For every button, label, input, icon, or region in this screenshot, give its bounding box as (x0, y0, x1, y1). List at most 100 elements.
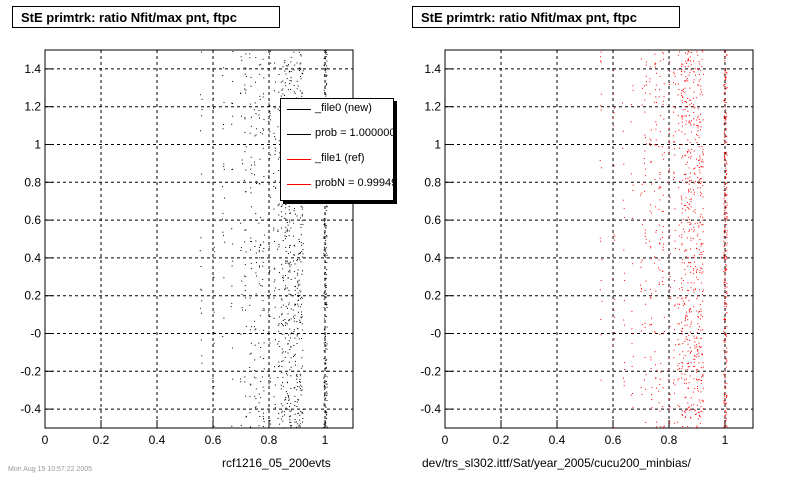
data-point (699, 401, 701, 403)
data-point (259, 315, 261, 317)
data-point (697, 125, 699, 127)
data-point (623, 272, 625, 274)
data-point (282, 376, 284, 378)
data-point (244, 376, 246, 378)
data-point (644, 190, 646, 192)
data-point (699, 347, 701, 349)
data-point (682, 88, 684, 90)
data-point (262, 309, 264, 311)
data-point (213, 311, 215, 313)
data-point (285, 397, 287, 399)
plot-title-left: StE primtrk: ratio Nfit/max pnt, ftpc (12, 6, 280, 28)
data-point (212, 377, 214, 379)
data-point (685, 204, 687, 206)
data-point (699, 121, 701, 123)
data-point (288, 334, 290, 336)
data-point (678, 89, 680, 91)
data-point (295, 421, 297, 423)
data-point (653, 190, 655, 192)
data-point (689, 308, 691, 310)
data-point (262, 147, 264, 149)
data-point (289, 269, 291, 271)
data-point (300, 261, 302, 263)
data-point (649, 93, 651, 95)
data-point (268, 368, 270, 370)
data-point (692, 269, 694, 271)
data-point (702, 300, 704, 302)
data-point (693, 237, 694, 239)
data-point (255, 113, 257, 115)
data-point (698, 352, 700, 354)
data-point (725, 78, 727, 80)
data-point (250, 249, 251, 251)
data-point (677, 379, 679, 381)
data-point (724, 341, 726, 343)
data-point (325, 85, 327, 87)
data-point (649, 78, 651, 80)
legend-label-file0: _file0 (new) (315, 102, 372, 114)
data-point (290, 227, 292, 229)
data-point (293, 316, 294, 318)
data-point (651, 317, 652, 319)
data-point (240, 378, 242, 380)
data-point (685, 173, 687, 175)
data-point (674, 75, 676, 77)
data-point (632, 89, 634, 91)
data-point (690, 206, 692, 208)
data-point (623, 163, 625, 165)
data-point (288, 293, 290, 295)
data-point (246, 415, 247, 417)
data-point (725, 414, 727, 416)
data-point (674, 229, 676, 231)
data-point (650, 356, 652, 358)
data-point (286, 374, 288, 376)
data-point (288, 209, 290, 211)
data-point (658, 208, 660, 210)
data-point (691, 321, 693, 323)
data-point (659, 178, 661, 180)
data-point (669, 393, 671, 395)
data-point (223, 166, 225, 167)
data-point (222, 74, 224, 76)
data-point (223, 163, 225, 165)
data-point (723, 117, 725, 119)
data-point (725, 338, 726, 340)
data-point (724, 131, 726, 133)
data-point (295, 213, 296, 215)
data-point (682, 327, 684, 329)
legend-label-prob: prob = 1.000000 (315, 127, 394, 139)
data-point (293, 356, 294, 357)
data-point (280, 323, 282, 324)
data-point (687, 350, 689, 352)
data-point (694, 365, 696, 367)
data-point (285, 306, 287, 308)
data-point (250, 268, 252, 270)
data-point (294, 304, 296, 306)
data-point (288, 399, 290, 401)
data-point (689, 188, 691, 190)
data-point (297, 274, 299, 276)
data-point (701, 159, 703, 161)
data-point (726, 188, 728, 190)
data-point (726, 163, 728, 165)
data-point (726, 242, 728, 244)
data-point (296, 287, 298, 289)
data-point (726, 293, 728, 294)
data-point (284, 231, 286, 233)
data-point (325, 359, 327, 361)
data-point (697, 54, 699, 56)
data-point (613, 332, 615, 333)
data-point (326, 376, 328, 378)
data-point (690, 416, 692, 418)
data-point (702, 154, 704, 156)
data-point (699, 249, 700, 251)
data-point (614, 107, 615, 109)
data-point (324, 333, 326, 335)
data-point (269, 157, 270, 159)
data-point (222, 128, 224, 130)
data-point (690, 282, 692, 284)
data-point (690, 155, 692, 157)
data-point (694, 414, 696, 415)
data-point (301, 411, 303, 413)
data-point (256, 183, 258, 184)
